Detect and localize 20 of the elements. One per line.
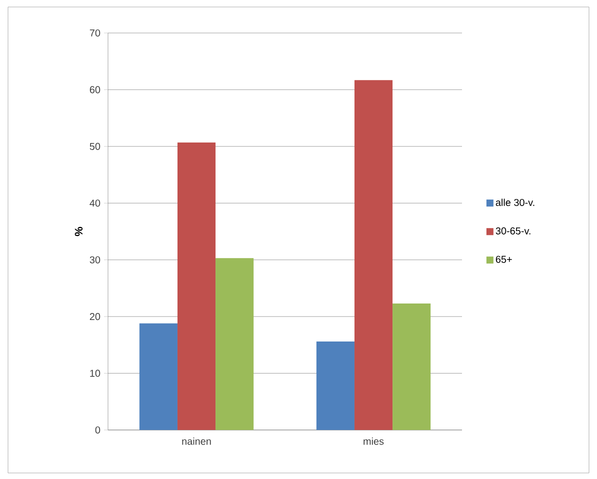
y-tick-label: 30 [90,256,100,264]
y-tick-label: 10 [90,370,100,377]
bar [316,342,354,430]
bar [177,142,216,430]
y-tick-label: 20 [90,313,100,320]
bar [216,258,254,430]
y-axis-title: % [74,226,83,236]
bar [354,80,393,430]
y-tick-label: 50 [90,142,100,150]
y-tick-label: 0 [95,426,100,434]
y-tick-label: 60 [90,86,100,94]
legend-label: 30-65-v. [496,227,530,234]
bar [139,323,178,430]
y-tick-label: 70 [90,29,100,37]
x-tick-label: mies [364,438,384,445]
y-tick-label: 40 [90,200,100,207]
bar [392,304,431,430]
legend-label: alle 30-v. [496,198,534,206]
x-tick-label: nainen [182,438,211,445]
legend-label: 65+ [496,256,512,263]
